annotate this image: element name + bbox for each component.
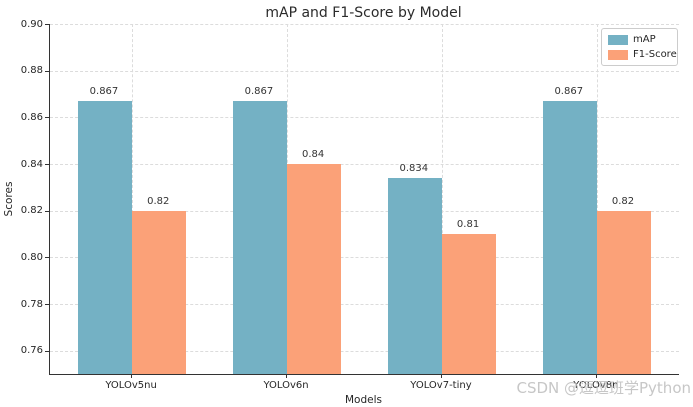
y-gridline xyxy=(50,164,679,165)
y-tick-label: 0.76 xyxy=(20,345,43,357)
bar-map-yolov6n xyxy=(232,101,288,374)
bar-map-yolov7-tiny xyxy=(387,178,442,374)
bar-f1-score-yolov7-tiny xyxy=(441,234,497,374)
bar-f1-score-yolov8n xyxy=(596,210,652,374)
y-tick-label: 0.90 xyxy=(20,18,43,30)
y-gridline xyxy=(50,210,679,212)
y-gridline xyxy=(50,257,679,259)
y-tick-mark xyxy=(45,304,49,305)
bar-value-label: 0.81 xyxy=(456,219,480,230)
y-gridline xyxy=(50,24,679,25)
y-tick-mark xyxy=(45,117,49,119)
f1score-legend-swatch xyxy=(608,49,628,60)
x-gridline xyxy=(596,24,598,374)
y-tick-mark xyxy=(45,164,49,165)
bar-value-label: 0.82 xyxy=(147,195,170,207)
y-tick-label: 0.86 xyxy=(20,111,43,123)
bar-value-label: 0.82 xyxy=(611,195,635,207)
plot-area xyxy=(49,24,679,375)
y-tick-mark xyxy=(45,257,49,259)
bar-value-label: 0.867 xyxy=(554,86,584,97)
y-tick-mark xyxy=(45,24,49,25)
y-tick-label: 0.82 xyxy=(20,205,43,217)
x-tick-label: YOLOv6n xyxy=(263,380,309,391)
x-tick-mark xyxy=(131,374,133,378)
legend-item-map: mAP xyxy=(608,34,670,45)
bar-map-yolov8n xyxy=(542,101,597,374)
watermark: CSDN @逗逗班学Python xyxy=(516,379,691,397)
map-legend-swatch xyxy=(608,34,628,45)
legend: mAP F1-Score xyxy=(601,28,678,66)
x-tick-mark xyxy=(440,374,442,378)
y-tick-label: 0.88 xyxy=(20,65,43,77)
map-legend-label: mAP xyxy=(633,34,656,45)
bar-value-label: 0.834 xyxy=(399,163,429,174)
y-gridline xyxy=(50,304,679,305)
x-tick-mark xyxy=(286,374,288,378)
y-tick-mark xyxy=(45,70,49,72)
x-tick-label: YOLOv7-tiny xyxy=(410,380,472,391)
bar-value-label: 0.867 xyxy=(244,86,274,97)
y-gridline xyxy=(50,350,679,352)
x-tick-label: YOLOv8n xyxy=(573,380,619,391)
y-tick-mark xyxy=(45,210,49,212)
x-tick-label: YOLOv5nu xyxy=(105,380,157,391)
y-gridline xyxy=(50,117,679,119)
y-tick-label: 0.80 xyxy=(20,251,43,263)
f1score-legend-label: F1-Score xyxy=(633,49,677,60)
y-gridline xyxy=(50,70,679,72)
bar-value-label: 0.84 xyxy=(302,149,325,160)
bar-value-label: 0.867 xyxy=(89,86,119,97)
legend-item-f1score: F1-Score xyxy=(608,49,677,60)
bar-f1-score-yolov5nu xyxy=(132,210,187,374)
chart-title: mAP and F1-Score by Model xyxy=(265,5,462,21)
y-tick-label: 0.78 xyxy=(20,298,43,310)
y-tick-label: 0.84 xyxy=(20,158,43,170)
x-gridline xyxy=(441,24,443,374)
x-tick-mark xyxy=(595,374,597,378)
bar-f1-score-yolov6n xyxy=(287,164,342,374)
bar-map-yolov5nu xyxy=(77,101,133,374)
x-gridline xyxy=(132,24,134,374)
x-axis-label: Models xyxy=(345,394,382,406)
y-tick-mark xyxy=(45,350,49,352)
